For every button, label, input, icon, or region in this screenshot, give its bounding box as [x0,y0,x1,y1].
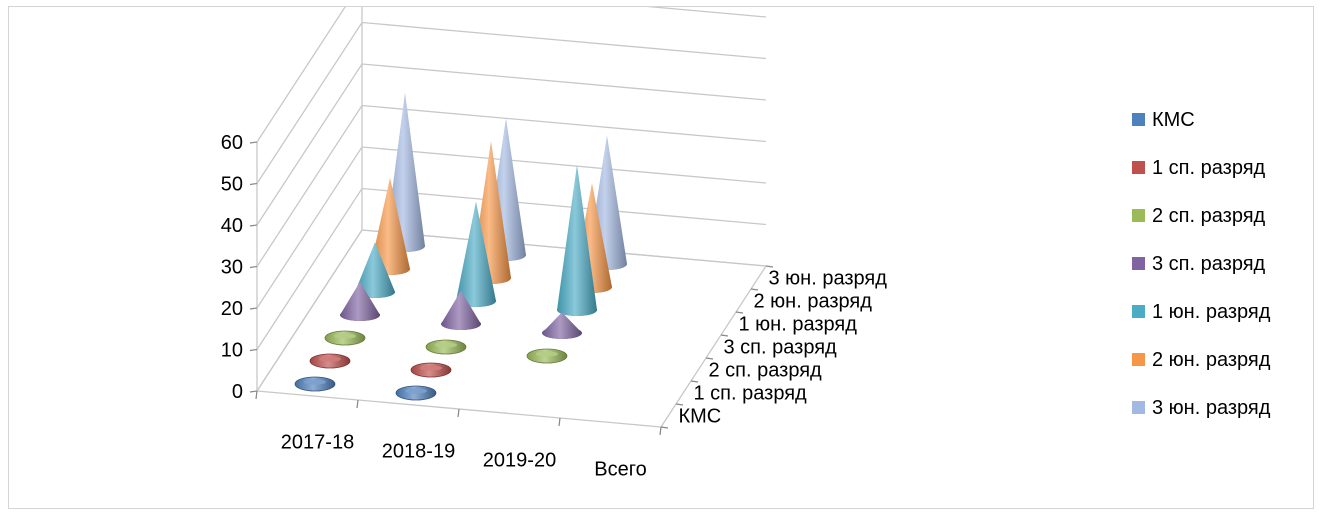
legend-label: 2 сп. разряд [1152,205,1266,227]
legend-label: 1 сп. разряд [1152,157,1266,179]
legend-label: КМС [1152,109,1195,131]
floor-right-edge [660,265,767,428]
legend-swatch [1132,353,1145,366]
x-tick-label: 2019-20 [483,450,556,472]
y-tick-mark [249,307,258,310]
y-tick-label: 30 [221,257,243,279]
depth-tick-mark [660,426,669,429]
x-tick-mark [558,417,561,427]
legend: КМС 1 сп. разряд 2 сп. разряд 3 сп. разряд 1… [1132,109,1271,419]
depth-tick-label: 2 юн. разряд [754,291,873,313]
gridline [256,146,767,309]
x-tick-mark [356,399,359,409]
y-tick-mark [249,224,258,227]
y-tick-label: 40 [221,215,243,237]
x-tick-label: Всего [594,459,646,481]
legend-swatch [1132,161,1145,174]
y-tick-label: 10 [221,340,243,362]
legend-swatch [1132,305,1145,318]
depth-tick-mark [690,380,699,383]
x-tick-mark [659,426,662,436]
gridline [256,7,767,143]
depth-tick-label: 1 сп. разряд [694,383,808,405]
gridlines [256,7,767,392]
legend-swatch [1132,401,1145,414]
legend-label: 2 юн. разряд [1152,349,1271,371]
cone-5-3 [557,164,597,316]
cone-1-2 [395,385,437,401]
cone-1-1 [294,376,336,392]
depth-tick-label: КМС [679,406,722,428]
y-tick-label: 50 [221,174,243,196]
y-tick-label: 20 [221,298,243,320]
y-tick-label: 0 [232,381,243,403]
y-tick-mark [249,182,258,186]
legend-swatch [1132,257,1145,270]
legend-label: 1 юн. разряд [1152,301,1271,323]
gridline [256,229,767,392]
depth-tick-mark [675,403,684,406]
gridline [256,187,767,350]
y-tick-label: 60 [221,132,243,154]
cone-4-2 [441,290,481,330]
cone-3-2 [425,339,467,355]
depth-tick-mark [720,334,729,337]
y-tick-mark [249,141,258,144]
depth-tick-mark [735,311,744,314]
y-tick-mark [249,265,258,269]
cone-4-3 [542,312,582,339]
legend-swatch [1132,113,1145,126]
gridline [256,21,767,184]
depth-tick-label: 1 юн. разряд [739,314,858,336]
cone-chart: 0 10 20 30 40 50 60 2017-18 2018-19 2019-20 Всего… [221,7,1271,481]
cone-3-3 [526,348,568,364]
depth-tick-mark [705,357,714,360]
x-tick-mark [457,408,460,418]
depth-tick-label: 3 юн. разряд [769,268,888,290]
cone-2-1 [309,353,351,369]
cone-4-1 [340,281,380,321]
cone-3-1 [324,330,366,346]
gridline [256,104,767,267]
x-tick-label: 2018-19 [382,441,455,463]
cone-2-2 [410,362,452,378]
legend-swatch [1132,209,1145,222]
legend-label: 3 сп. разряд [1152,253,1266,275]
gridline [256,63,767,226]
cone-series [294,92,627,401]
y-tick-mark [249,348,258,352]
depth-tick-label: 2 сп. разряд [709,360,823,382]
depth-tick-label: 3 сп. разряд [724,337,838,359]
x-axis: 2017-18 2018-19 2019-20 Всего [255,390,662,481]
legend-label: 3 юн. разряд [1152,397,1271,419]
depth-tick-mark [765,265,774,268]
chart-frame: 0 10 20 30 40 50 60 2017-18 2018-19 2019-20 Всего… [8,6,1314,509]
y-tick-mark [249,390,258,393]
x-tick-mark [255,390,258,400]
x-tick-label: 2017-18 [281,432,354,454]
depth-tick-mark [750,288,759,291]
y-axis: 0 10 20 30 40 50 60 [221,132,258,403]
